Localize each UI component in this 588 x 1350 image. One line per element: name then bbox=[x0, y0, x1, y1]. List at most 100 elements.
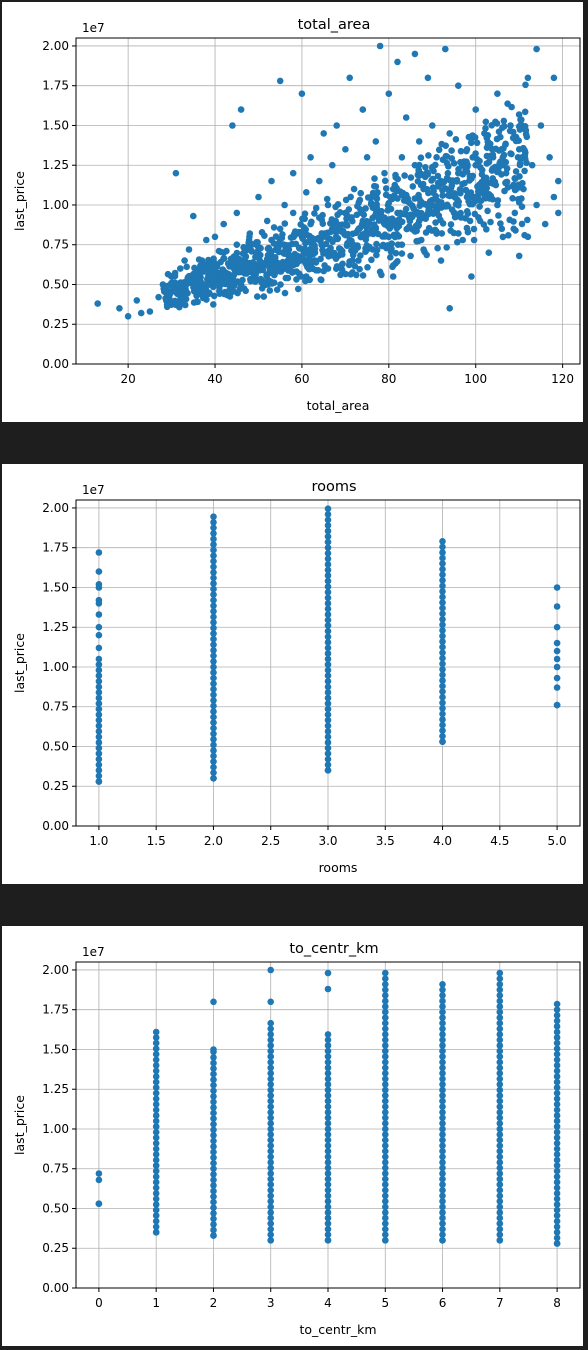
chart-0-point-74 bbox=[346, 74, 354, 82]
chart-2-column-6-point-232 bbox=[439, 1131, 446, 1138]
chart-0-cloud-point-1014 bbox=[362, 245, 369, 252]
chart-1-point-15 bbox=[553, 655, 561, 663]
chart-0-cloud-point-1218 bbox=[249, 265, 257, 273]
chart-0-point-48 bbox=[276, 225, 284, 233]
chart-1-column-2-point-100 bbox=[324, 728, 332, 735]
chart-2-column-7-point-269 bbox=[496, 1192, 504, 1200]
chart-1-column-0-point-39 bbox=[95, 672, 103, 679]
chart-2-column-5-point-173 bbox=[382, 1181, 389, 1188]
chart-1-column-1-point-81 bbox=[210, 569, 217, 576]
chart-2-column-7-point-309 bbox=[496, 969, 504, 977]
chart-0-y-tick-label-4: 1.00 bbox=[42, 198, 69, 212]
chart-2-column-3-point-105 bbox=[267, 1114, 275, 1122]
chart-0-cloud-point-1047 bbox=[364, 194, 372, 201]
chart-2-column-4-point-145 bbox=[324, 1120, 332, 1127]
chart-1-column-2-point-112 bbox=[324, 661, 332, 668]
scatter-chart-total-area: 20 40 60 80 100 120 0.00 0.25 0.50 0.75 1.00 1.25 1.… bbox=[12, 17, 581, 413]
chart-0-point-145 bbox=[541, 220, 549, 228]
chart-0-cloud-point-1071 bbox=[270, 264, 278, 271]
chart-2-column-2-point-55 bbox=[210, 1193, 217, 1200]
chart-0-cloud-point-1223 bbox=[519, 179, 526, 187]
chart-2-column-2-point-72 bbox=[210, 1098, 217, 1106]
chart-0-cloud-point-1186 bbox=[370, 202, 378, 209]
chart-0-cloud-point-1058 bbox=[200, 265, 207, 273]
chart-0-cloud-point-1199 bbox=[463, 147, 470, 155]
chart-0-point-27 bbox=[220, 220, 227, 228]
chart-2-column-3-point-118 bbox=[267, 1042, 275, 1049]
chart-2-column-7-point-265 bbox=[496, 1214, 504, 1222]
chart-0-cloud-point-734 bbox=[364, 264, 371, 271]
chart-2-column-5-point-195 bbox=[382, 1058, 389, 1066]
chart-2-column-5-point-204 bbox=[382, 1008, 389, 1016]
chart-2-column-5-point-178 bbox=[382, 1153, 389, 1161]
chart-0-point-59 bbox=[307, 154, 314, 161]
chart-0-cloud-point-1099 bbox=[230, 287, 237, 295]
chart-2-column-6-point-231 bbox=[439, 1136, 446, 1144]
chart-1-column-2-point-134 bbox=[324, 538, 332, 546]
chart-0-cloud-point-590 bbox=[323, 195, 331, 203]
chart-1-column-1-point-51 bbox=[210, 736, 217, 743]
chart-1-column-2-point-137 bbox=[324, 522, 332, 529]
chart-1-column-3-point-151 bbox=[439, 688, 446, 695]
chart-2-column-1-point-19 bbox=[152, 1178, 160, 1186]
chart-0-cloud-point-1114 bbox=[217, 273, 224, 281]
chart-2-column-1-point-26 bbox=[152, 1140, 160, 1147]
chart-2-column-8-point-321 bbox=[553, 1184, 561, 1192]
chart-2-column-7-point-294 bbox=[496, 1053, 504, 1060]
chart-1-column-2-point-116 bbox=[324, 639, 332, 646]
chart-0-cloud-point-674 bbox=[343, 211, 351, 218]
chart-2-column-7-point-274 bbox=[496, 1164, 504, 1172]
chart-0-cloud-point-1196 bbox=[378, 271, 385, 279]
chart-0-y-tick-label-6: 1.50 bbox=[42, 118, 69, 132]
chart-0-cloud-point-1052 bbox=[332, 217, 340, 225]
chart-0-point-141 bbox=[528, 161, 536, 169]
chart-1-column-2-point-99 bbox=[324, 733, 332, 741]
chart-0-cloud-point-1193 bbox=[206, 271, 213, 278]
chart-2-column-6-point-229 bbox=[439, 1147, 446, 1155]
chart-1-x-tick-label-7: 4.5 bbox=[490, 834, 509, 848]
chart-0-point-139 bbox=[524, 74, 532, 82]
chart-0-cloud-point-501 bbox=[509, 195, 516, 202]
chart-0-cloud-point-1239 bbox=[398, 218, 406, 226]
chart-2-column-4-point-127 bbox=[324, 1220, 332, 1227]
chart-2-column-5-point-212 bbox=[382, 1237, 389, 1244]
chart-2-column-2-point-49 bbox=[210, 1226, 217, 1234]
chart-2-column-6-point-234 bbox=[439, 1120, 446, 1127]
chart-2-column-5-point-168 bbox=[382, 1209, 389, 1216]
chart-2-column-7-point-281 bbox=[496, 1125, 504, 1133]
chart-0-cloud-point-821 bbox=[195, 256, 203, 263]
chart-2-column-7-point-271 bbox=[496, 1181, 504, 1188]
chart-0-cloud-point-922 bbox=[516, 161, 524, 169]
chart-1-x-tick-label-0: 1.0 bbox=[89, 834, 108, 848]
chart-0-point-142 bbox=[533, 201, 540, 209]
chart-0-cloud-point-1231 bbox=[251, 271, 259, 278]
chart-1-point-12 bbox=[553, 623, 561, 631]
chart-0-cloud-point-875 bbox=[391, 181, 399, 189]
chart-1-column-2-point-121 bbox=[324, 611, 332, 618]
chart-0-cloud-point-1227 bbox=[262, 281, 269, 289]
chart-0-cloud-point-597 bbox=[371, 175, 378, 182]
chart-0-cloud-point-1145 bbox=[472, 193, 479, 201]
chart-0-cloud-point-868 bbox=[387, 254, 394, 261]
chart-2-column-6-point-257 bbox=[439, 992, 446, 999]
chart-2-column-4-point-147 bbox=[324, 1109, 332, 1116]
chart-0-cloud-point-1142 bbox=[392, 249, 400, 257]
chart-2-column-6-point-241 bbox=[439, 1081, 446, 1088]
chart-0-y-scale-label: 1e7 bbox=[82, 21, 105, 35]
chart-2-column-4-point-146 bbox=[324, 1114, 332, 1122]
chart-2-y-tick-label-7: 1.75 bbox=[42, 1003, 69, 1017]
chart-1-column-0-point-41 bbox=[95, 661, 103, 668]
chart-0-cloud-point-594 bbox=[362, 205, 369, 212]
chart-1-column-1-point-55 bbox=[210, 713, 217, 721]
chart-2-column-7-point-296 bbox=[496, 1042, 504, 1049]
chart-1-column-1-point-45 bbox=[210, 769, 217, 776]
chart-2-column-5-point-165 bbox=[382, 1225, 389, 1233]
chart-0-point-72 bbox=[342, 146, 349, 153]
chart-0-cloud-point-1208 bbox=[330, 249, 338, 257]
chart-1-column-0-point-25 bbox=[95, 750, 103, 757]
chart-2-column-5-point-175 bbox=[382, 1170, 389, 1177]
chart-2-column-4-point-126 bbox=[324, 1225, 332, 1233]
chart-0-point-6 bbox=[155, 293, 162, 301]
chart-0-point-33 bbox=[237, 106, 245, 113]
chart-2-column-4-point-161 bbox=[324, 1031, 332, 1038]
